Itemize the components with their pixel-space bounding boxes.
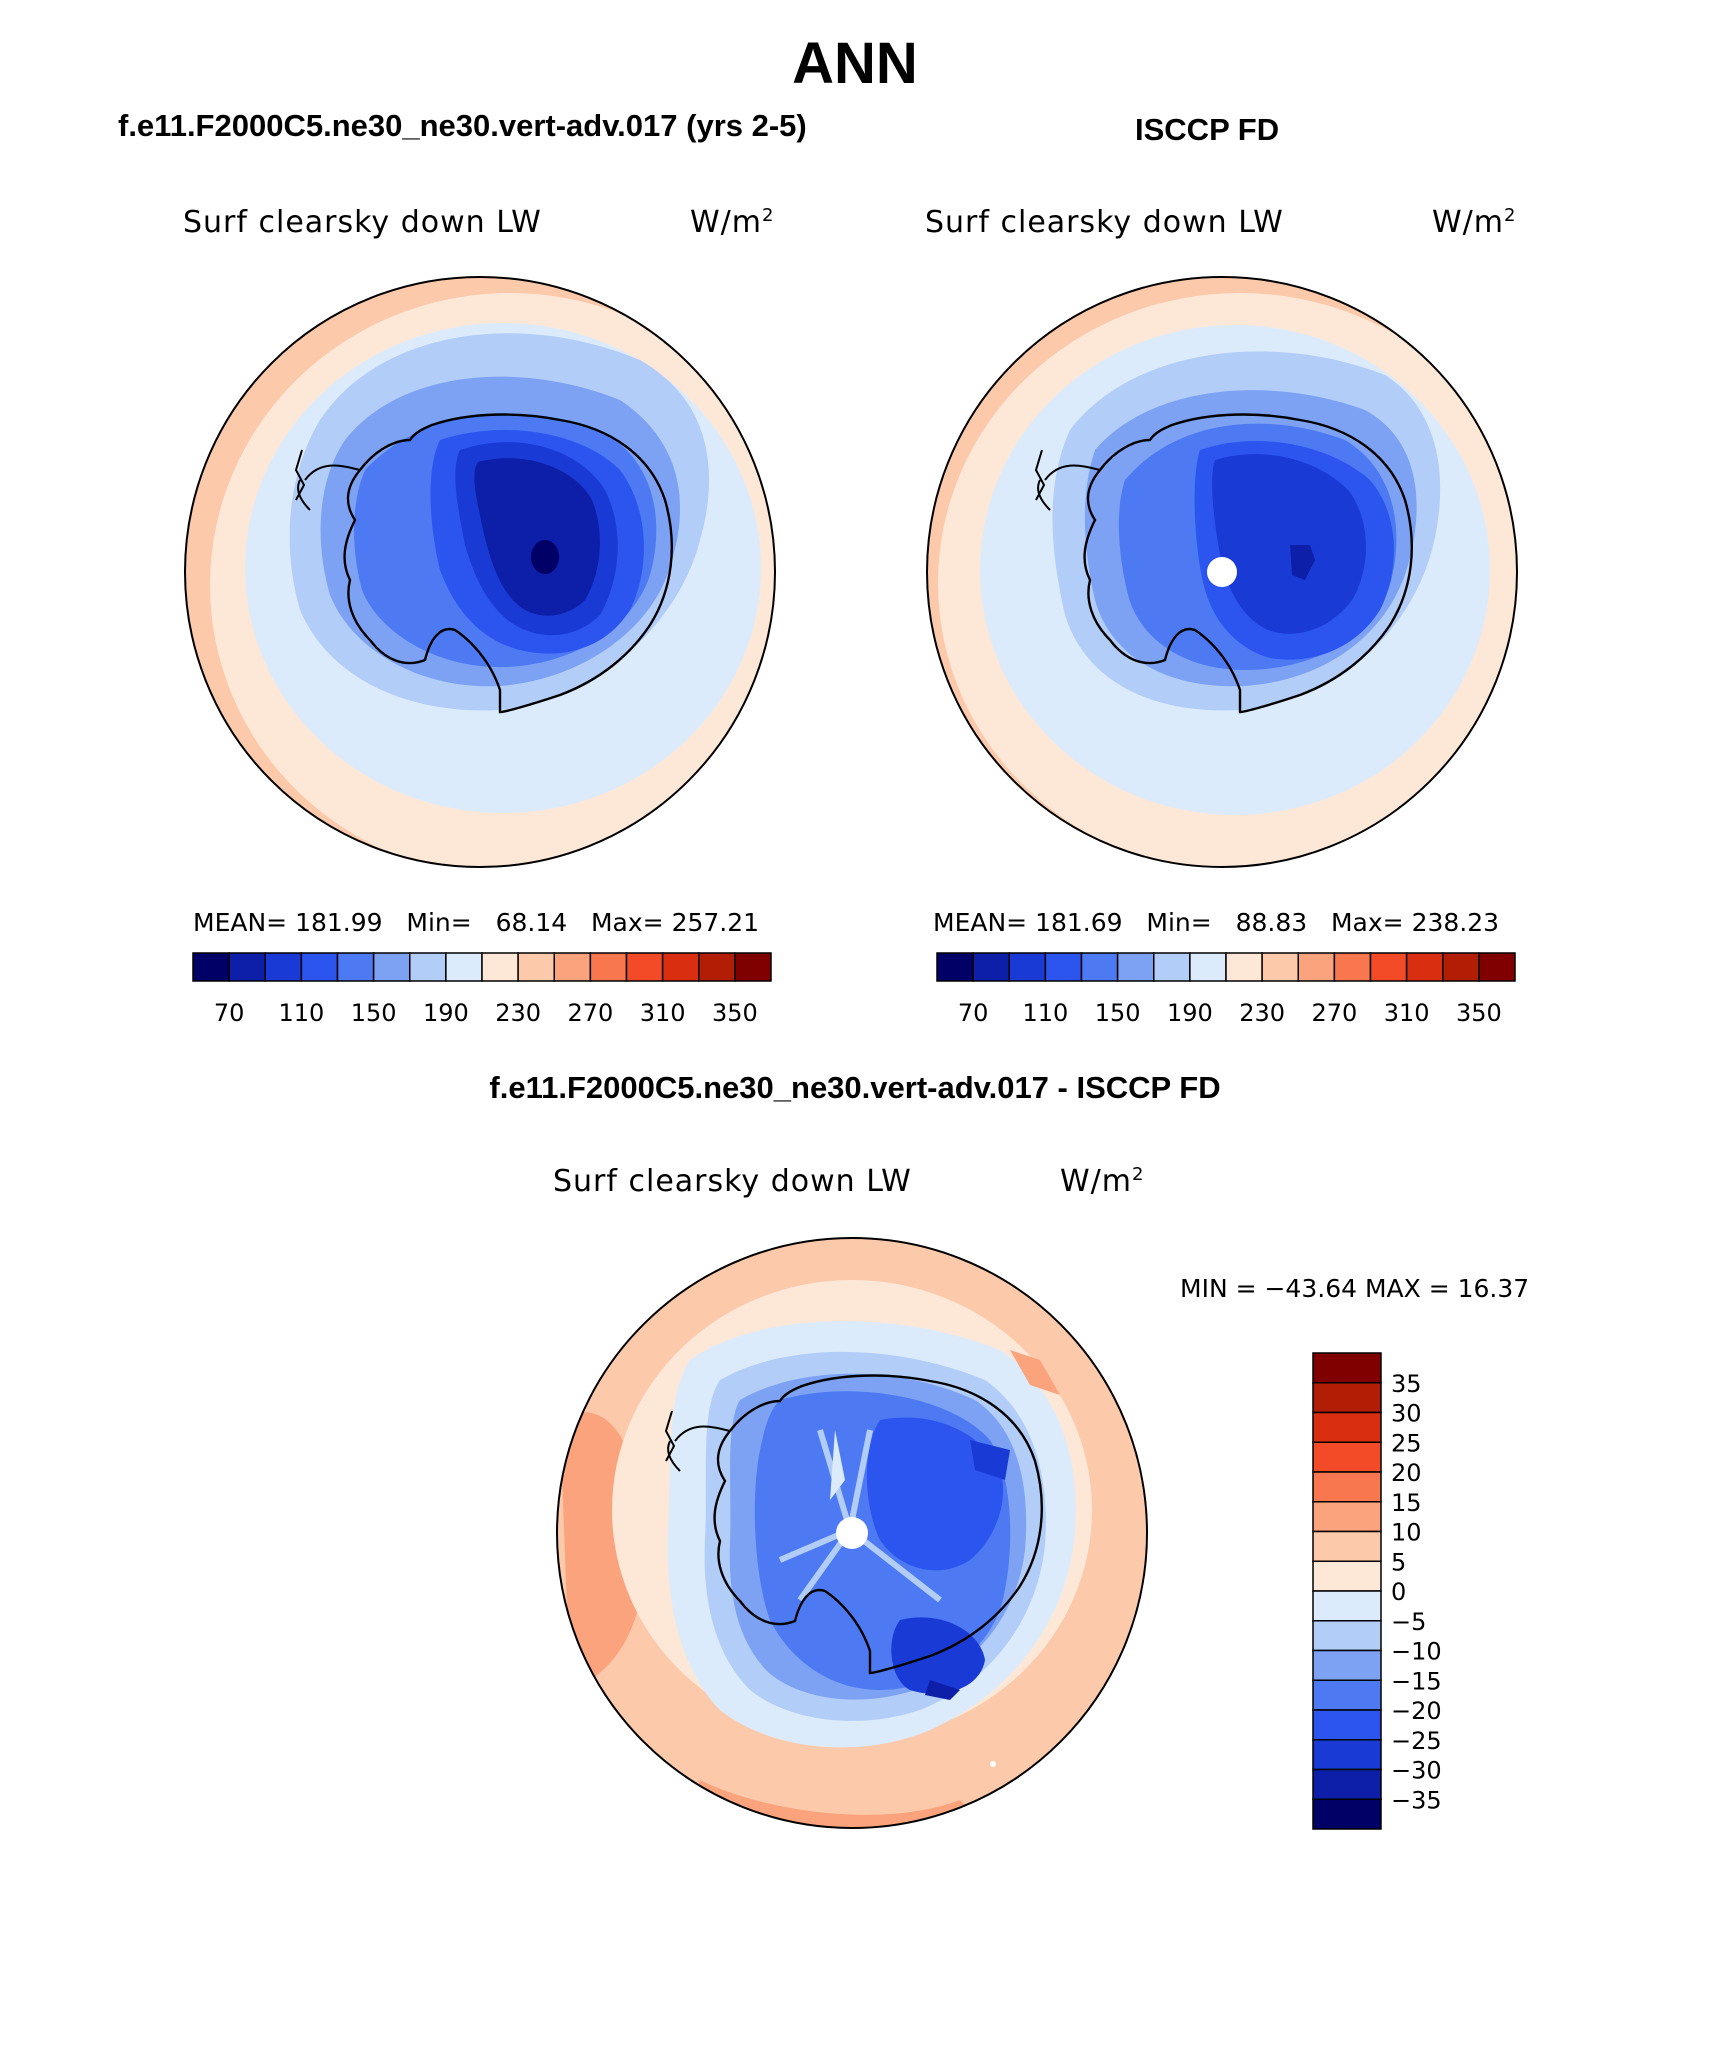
panel-model-colorbar: 70 110 150 190 230 270 310 350	[192, 952, 772, 1027]
difference-colorbar-tick-label: 25	[1391, 1429, 1422, 1457]
panel-obs-colorbar-swatch	[1225, 952, 1263, 982]
panel-model-colorbar-tick-label: 270	[567, 999, 613, 1027]
panel-obs-units: W/m2	[1432, 205, 1517, 240]
panel-obs-colorbar-swatch	[1153, 952, 1191, 982]
panel-model-colorbar-tick-label: 230	[495, 999, 541, 1027]
panel-obs-colorbar-swatch	[1369, 952, 1408, 982]
panel-obs-colorbar-tick-label: 230	[1239, 999, 1285, 1027]
panel-obs-colorbar-tick-label: 150	[1095, 999, 1141, 1027]
difference-colorbar-tick-label: −10	[1391, 1638, 1442, 1666]
panel-obs-colorbar-swatch	[1080, 952, 1119, 982]
panel-model-colorbar-swatch	[625, 952, 664, 982]
difference-colorbar-tick-label: −5	[1391, 1608, 1426, 1636]
panel-obs-colorbar-swatch	[1189, 952, 1227, 982]
panel-obs-colorbar-swatch	[1333, 952, 1372, 982]
difference-colorbar-tick-label: 5	[1391, 1548, 1406, 1576]
panel-model-colorbar-swatch	[698, 952, 736, 982]
difference-colorbar-tick-label: 10	[1391, 1519, 1422, 1547]
panel-model-colorbar-swatch	[372, 952, 411, 982]
difference-colorbar-swatch	[1312, 1768, 1382, 1800]
difference-units: W/m2	[1060, 1164, 1145, 1199]
difference-colorbar-tick-label: 0	[1391, 1578, 1406, 1606]
panel-obs-field-label: Surf clearsky down LW	[925, 205, 1284, 240]
panel-model-colorbar-tick-label: 70	[214, 999, 245, 1027]
difference-colorbar-tick-label: −20	[1391, 1697, 1442, 1725]
panel-obs-colorbar-swatch	[1008, 952, 1047, 982]
panel-obs-colorbar-swatch	[1478, 952, 1516, 982]
panel-model-colorbar-swatch	[409, 952, 447, 982]
difference-field-label: Surf clearsky down LW	[553, 1164, 912, 1199]
panel-model-colorbar-swatch	[589, 952, 628, 982]
panel-model-case-title: f.e11.F2000C5.ne30_ne30.vert-adv.017 (yr…	[118, 108, 807, 143]
panel-obs-colorbar-swatch	[1116, 952, 1155, 982]
panel-obs-colorbar-tick-label: 270	[1311, 999, 1357, 1027]
panel-model-colorbar-swatch	[661, 952, 700, 982]
difference-colorbar-swatch	[1312, 1501, 1382, 1533]
panel-model-colorbar-swatch	[734, 952, 772, 982]
difference-colorbar-swatch	[1312, 1560, 1382, 1592]
panel-model-colorbar-tick-label: 150	[351, 999, 397, 1027]
panel-obs-colorbar-swatch	[1044, 952, 1083, 982]
panel-obs-colorbar-tick-label: 110	[1022, 999, 1068, 1027]
panel-model-map	[184, 276, 776, 868]
panel-model-colorbar-swatch	[228, 952, 266, 982]
panel-model-colorbar-tick-label: 350	[712, 999, 758, 1027]
panel-obs-colorbar-swatch	[936, 952, 974, 982]
panel-model-colorbar-swatch	[264, 952, 303, 982]
difference-colorbar-tick-label: 35	[1391, 1370, 1422, 1398]
panel-model-colorbar-swatch	[300, 952, 339, 982]
difference-colorbar-swatch	[1312, 1471, 1382, 1503]
panel-obs-colorbar-tick-label: 350	[1456, 999, 1502, 1027]
panel-obs-colorbar-tick-label: 190	[1167, 999, 1213, 1027]
difference-colorbar-tick-label: −30	[1391, 1757, 1442, 1785]
difference-colorbar-swatch	[1312, 1798, 1382, 1830]
panel-obs-colorbar-swatch	[1405, 952, 1444, 982]
panel-model-colorbar-tick-label: 310	[640, 999, 686, 1027]
figure-title: ANN	[792, 31, 918, 96]
difference-min-max: MIN = −43.64 MAX = 16.37	[1180, 1274, 1530, 1303]
panel-obs-colorbar-swatch	[1442, 952, 1480, 982]
panel-model-colorbar-tick-label: 190	[423, 999, 469, 1027]
panel-model-colorbar-swatch	[192, 952, 230, 982]
panel-obs-colorbar-tick-label: 70	[958, 999, 989, 1027]
panel-obs-colorbar-swatch	[972, 952, 1010, 982]
panel-model-field-label: Surf clearsky down LW	[183, 205, 542, 240]
difference-colorbar-swatch	[1312, 1441, 1382, 1473]
panel-obs-stats: MEAN= 181.69 Min= 88.83 Max= 238.23	[933, 908, 1500, 937]
panel-model-colorbar-swatch	[517, 952, 555, 982]
difference-colorbar-tick-label: 30	[1391, 1400, 1422, 1428]
difference-colorbar-swatch	[1312, 1620, 1382, 1652]
difference-colorbar-swatch	[1312, 1679, 1382, 1711]
difference-colorbar-swatch	[1312, 1649, 1382, 1681]
panel-model-colorbar-swatch	[336, 952, 375, 982]
difference-colorbar-swatch	[1312, 1590, 1382, 1622]
panel-model-colorbar-swatch	[481, 952, 519, 982]
difference-map	[556, 1237, 1148, 1829]
panel-model-colorbar-swatch	[445, 952, 483, 982]
difference-colorbar-swatch	[1312, 1530, 1382, 1562]
panel-obs-colorbar-swatch	[1261, 952, 1299, 982]
difference-colorbar-swatch	[1312, 1709, 1382, 1741]
difference-colorbar-swatch	[1312, 1382, 1382, 1414]
panel-model-units: W/m2	[690, 205, 775, 240]
panel-model-stats: MEAN= 181.99 Min= 68.14 Max= 257.21	[193, 908, 760, 937]
difference-colorbar-tick-label: −15	[1391, 1667, 1442, 1695]
difference-colorbar-swatch	[1312, 1739, 1382, 1771]
difference-colorbar-tick-label: 20	[1391, 1459, 1422, 1487]
panel-obs-map	[926, 276, 1518, 868]
difference-colorbar-tick-label: −35	[1391, 1786, 1442, 1814]
panel-model-colorbar-tick-label: 110	[278, 999, 324, 1027]
difference-colorbar-tick-label: −25	[1391, 1727, 1442, 1755]
panel-obs-case-title: ISCCP FD	[1135, 112, 1280, 147]
difference-colorbar-swatch	[1312, 1352, 1382, 1384]
difference-case-title: f.e11.F2000C5.ne30_ne30.vert-adv.017 - I…	[489, 1070, 1221, 1105]
panel-obs-colorbar-swatch	[1297, 952, 1336, 982]
panel-obs-colorbar: 70 110 150 190 230 270 310 350	[936, 952, 1516, 1027]
panel-model-colorbar-swatch	[553, 952, 592, 982]
difference-colorbar-swatch	[1312, 1411, 1382, 1443]
difference-colorbar-tick-label: 15	[1391, 1489, 1422, 1517]
panel-obs-colorbar-tick-label: 310	[1384, 999, 1430, 1027]
